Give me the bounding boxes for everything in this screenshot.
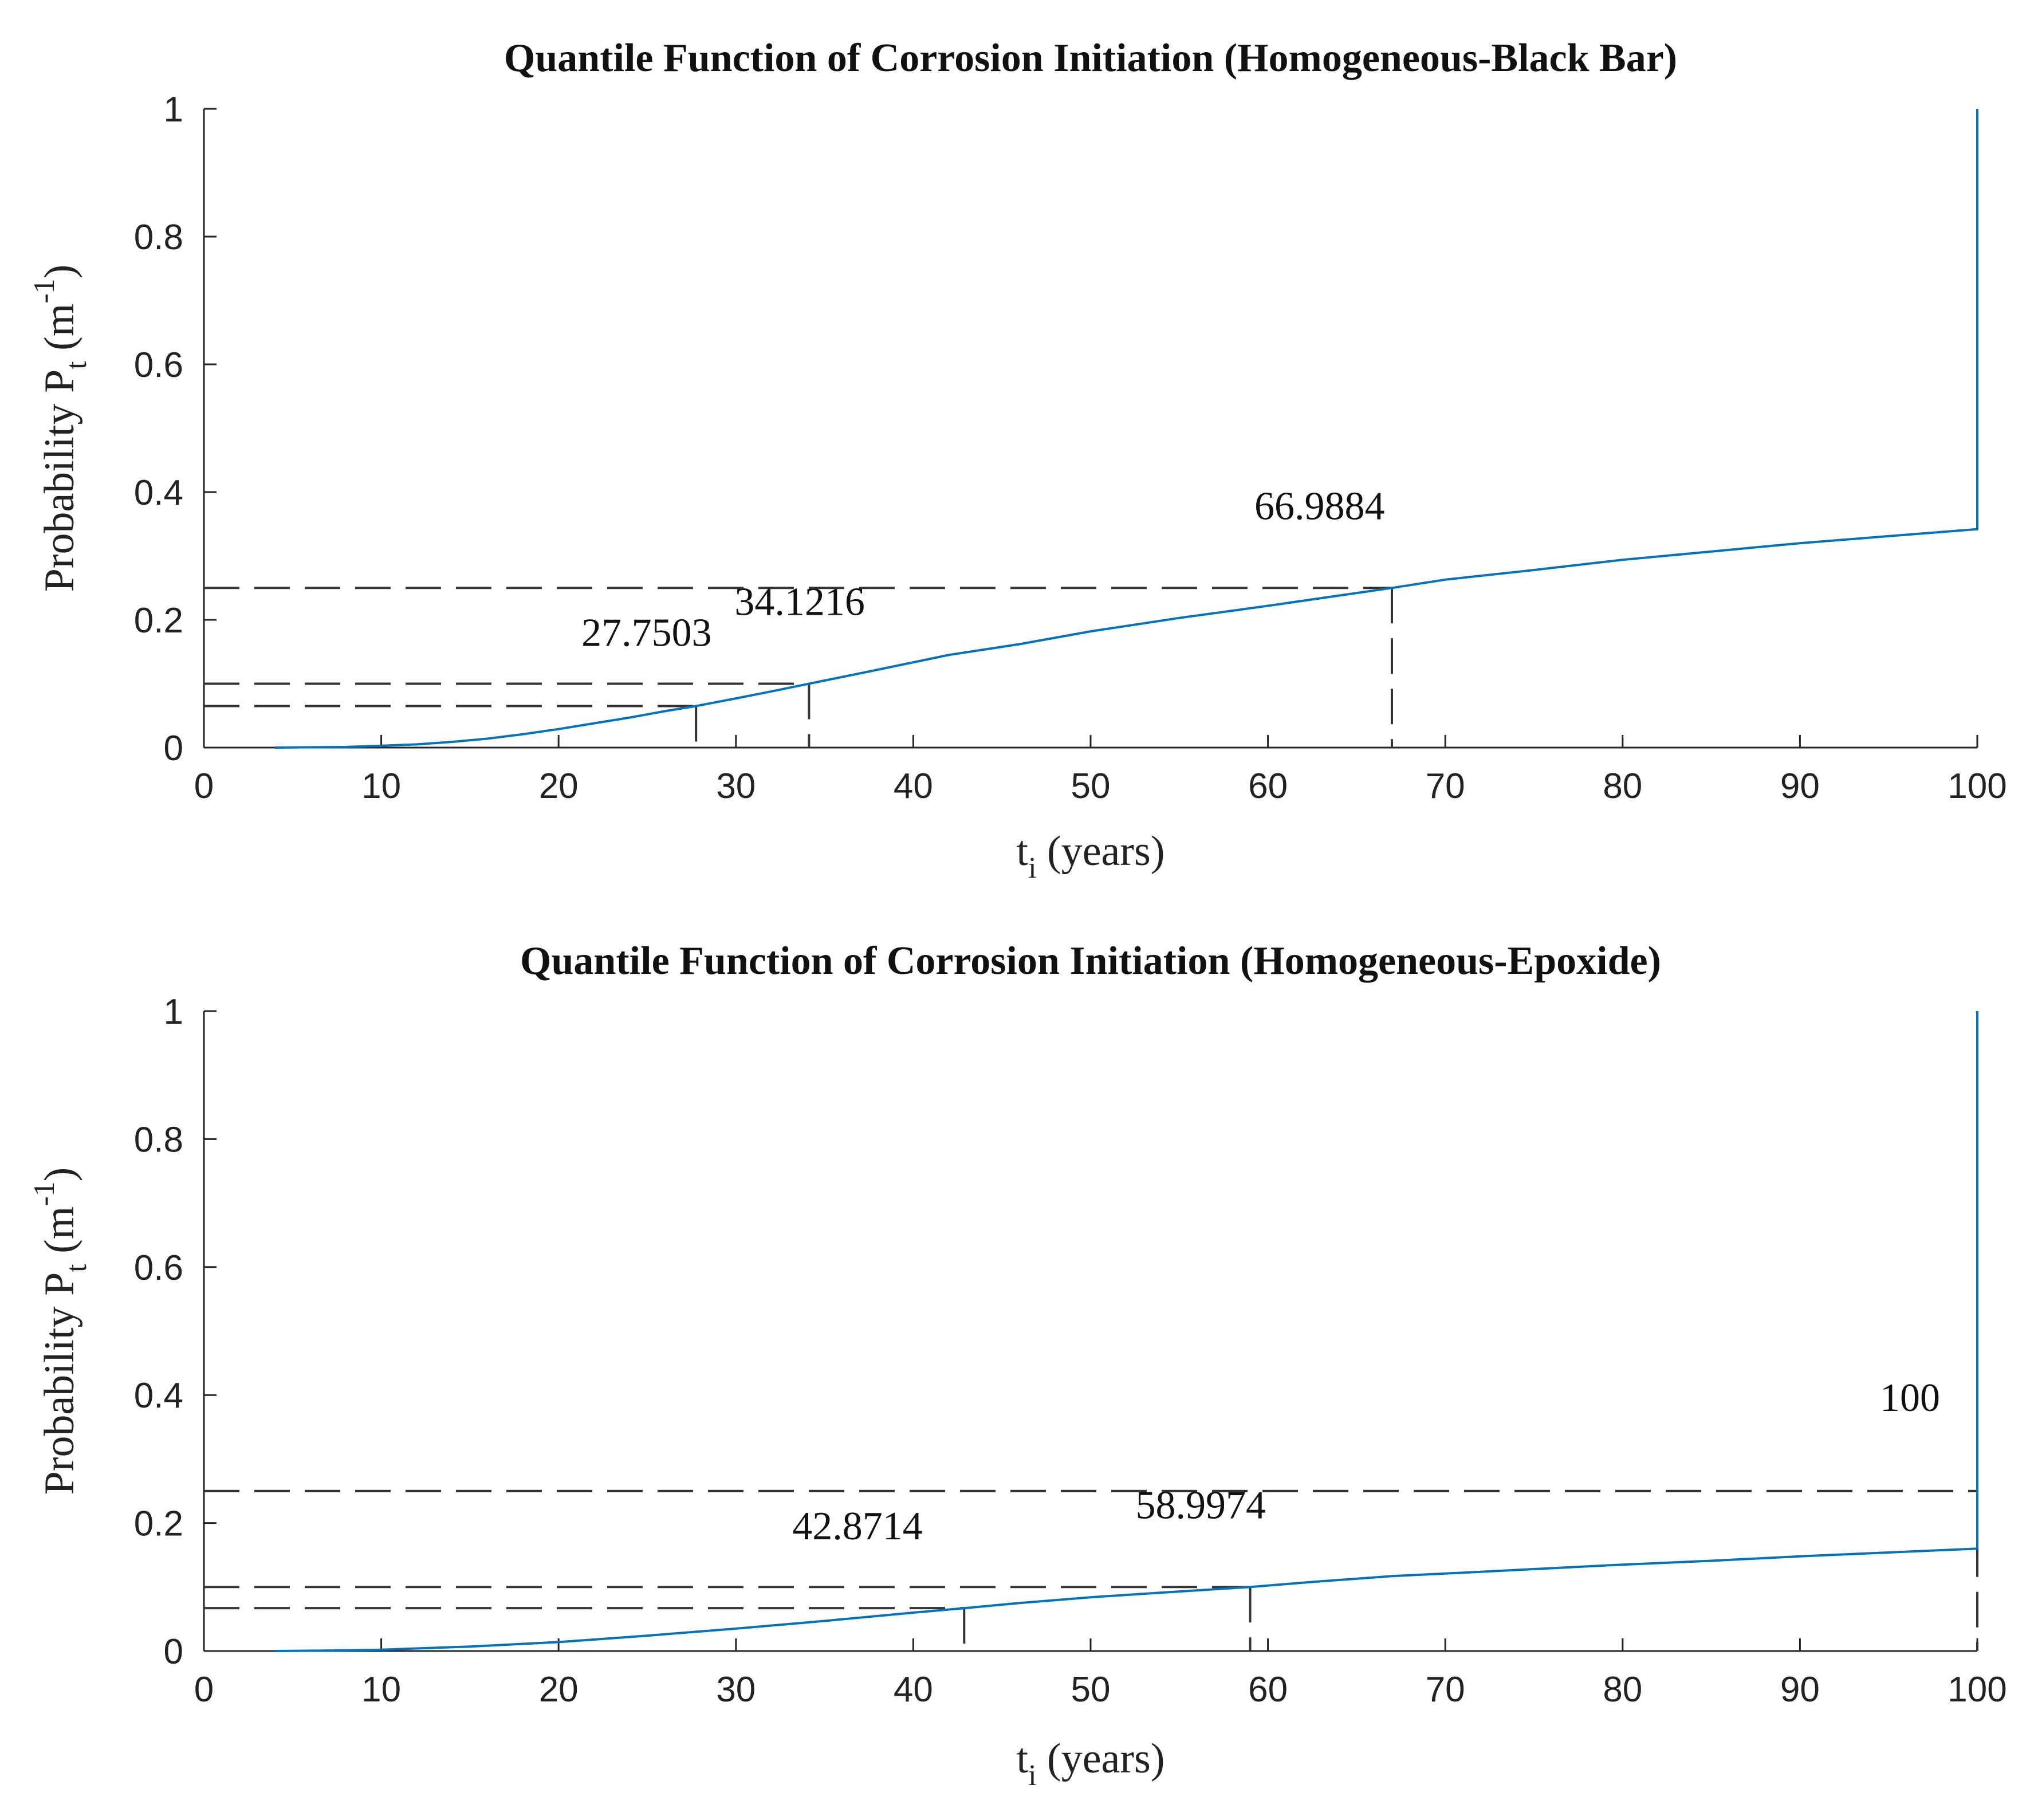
x-axis-label: ti (years) xyxy=(1017,1735,1165,1792)
y-axis-label-end: ) xyxy=(36,265,83,279)
guide-annotation: 66.9884 xyxy=(1254,484,1385,528)
y-axis-label: Probability Pt (m-1) xyxy=(28,1168,93,1495)
guide-annotation: 42.8714 xyxy=(792,1504,923,1548)
x-tick-label: 40 xyxy=(894,766,933,806)
y-axis-label-main: Probability P xyxy=(36,369,83,592)
series-line xyxy=(274,109,1978,749)
x-tick-label: 60 xyxy=(1248,1670,1288,1709)
y-tick-label: 0.6 xyxy=(134,345,183,385)
x-axis-label-main: t xyxy=(1017,828,1029,875)
y-tick-label: 0.6 xyxy=(134,1248,183,1288)
x-tick-label: 20 xyxy=(539,766,579,806)
x-axis-label-subscript: i xyxy=(1028,1759,1036,1792)
y-axis-label-end: ) xyxy=(36,1168,83,1182)
y-axis-label-superscript: -1 xyxy=(28,278,61,303)
y-tick-label: 0 xyxy=(164,729,183,768)
x-tick-label: 90 xyxy=(1780,1670,1820,1709)
x-tick-label: 40 xyxy=(894,1670,933,1709)
guide-annotation: 27.7503 xyxy=(581,611,712,655)
x-tick-label: 70 xyxy=(1426,766,1465,806)
y-axis-label-subscript: t xyxy=(60,1264,93,1272)
x-tick-label: 60 xyxy=(1248,766,1288,806)
x-tick-label: 100 xyxy=(1948,1670,2007,1709)
y-tick-label: 0.8 xyxy=(134,1120,183,1159)
y-axis-label-unit: (m xyxy=(36,304,83,361)
y-tick-label: 0.2 xyxy=(134,1504,183,1544)
x-tick-label: 30 xyxy=(716,1670,756,1709)
x-tick-label: 0 xyxy=(194,1670,214,1709)
y-tick-label: 0.8 xyxy=(134,218,183,257)
y-tick-label: 0.4 xyxy=(134,1376,183,1416)
chart-black-bar: Quantile Function of Corrosion Initiatio… xyxy=(28,36,2007,885)
x-tick-label: 10 xyxy=(361,1670,401,1709)
y-axis-label-superscript: -1 xyxy=(28,1181,61,1206)
y-axis-label-unit: (m xyxy=(36,1206,83,1264)
x-axis-label: ti (years) xyxy=(1017,828,1165,885)
y-tick-label: 0 xyxy=(164,1632,183,1672)
x-tick-label: 30 xyxy=(716,766,756,806)
x-axis-label-rest: (years) xyxy=(1037,828,1165,875)
y-tick-label: 1 xyxy=(164,992,183,1032)
y-tick-label: 1 xyxy=(164,90,183,129)
series-line xyxy=(274,1011,1978,1652)
y-tick-label: 0.4 xyxy=(134,473,183,513)
y-axis-label-main: Probability P xyxy=(36,1272,83,1495)
x-tick-label: 0 xyxy=(194,766,214,806)
x-axis-label-subscript: i xyxy=(1028,852,1036,885)
guide-annotation: 100 xyxy=(1880,1376,1940,1420)
x-tick-label: 100 xyxy=(1948,766,2007,806)
y-axis-label: Probability Pt (m-1) xyxy=(28,265,93,592)
x-tick-label: 50 xyxy=(1071,766,1111,806)
chart-epoxide: Quantile Function of Corrosion Initiatio… xyxy=(28,939,2007,1792)
y-tick-label: 0.2 xyxy=(134,601,183,640)
x-tick-label: 80 xyxy=(1603,766,1642,806)
x-tick-label: 50 xyxy=(1071,1670,1111,1709)
x-axis-label-main: t xyxy=(1017,1735,1029,1782)
x-axis-label-rest: (years) xyxy=(1037,1735,1165,1782)
x-tick-label: 20 xyxy=(539,1670,579,1709)
guide-annotation: 34.1216 xyxy=(734,580,865,624)
y-axis-label-subscript: t xyxy=(60,361,93,369)
x-tick-label: 80 xyxy=(1603,1670,1642,1709)
x-tick-label: 10 xyxy=(361,766,401,806)
chart-title: Quantile Function of Corrosion Initiatio… xyxy=(504,36,1677,80)
x-tick-label: 70 xyxy=(1426,1670,1465,1709)
chart-title: Quantile Function of Corrosion Initiatio… xyxy=(520,939,1661,983)
x-tick-label: 90 xyxy=(1780,766,1820,806)
